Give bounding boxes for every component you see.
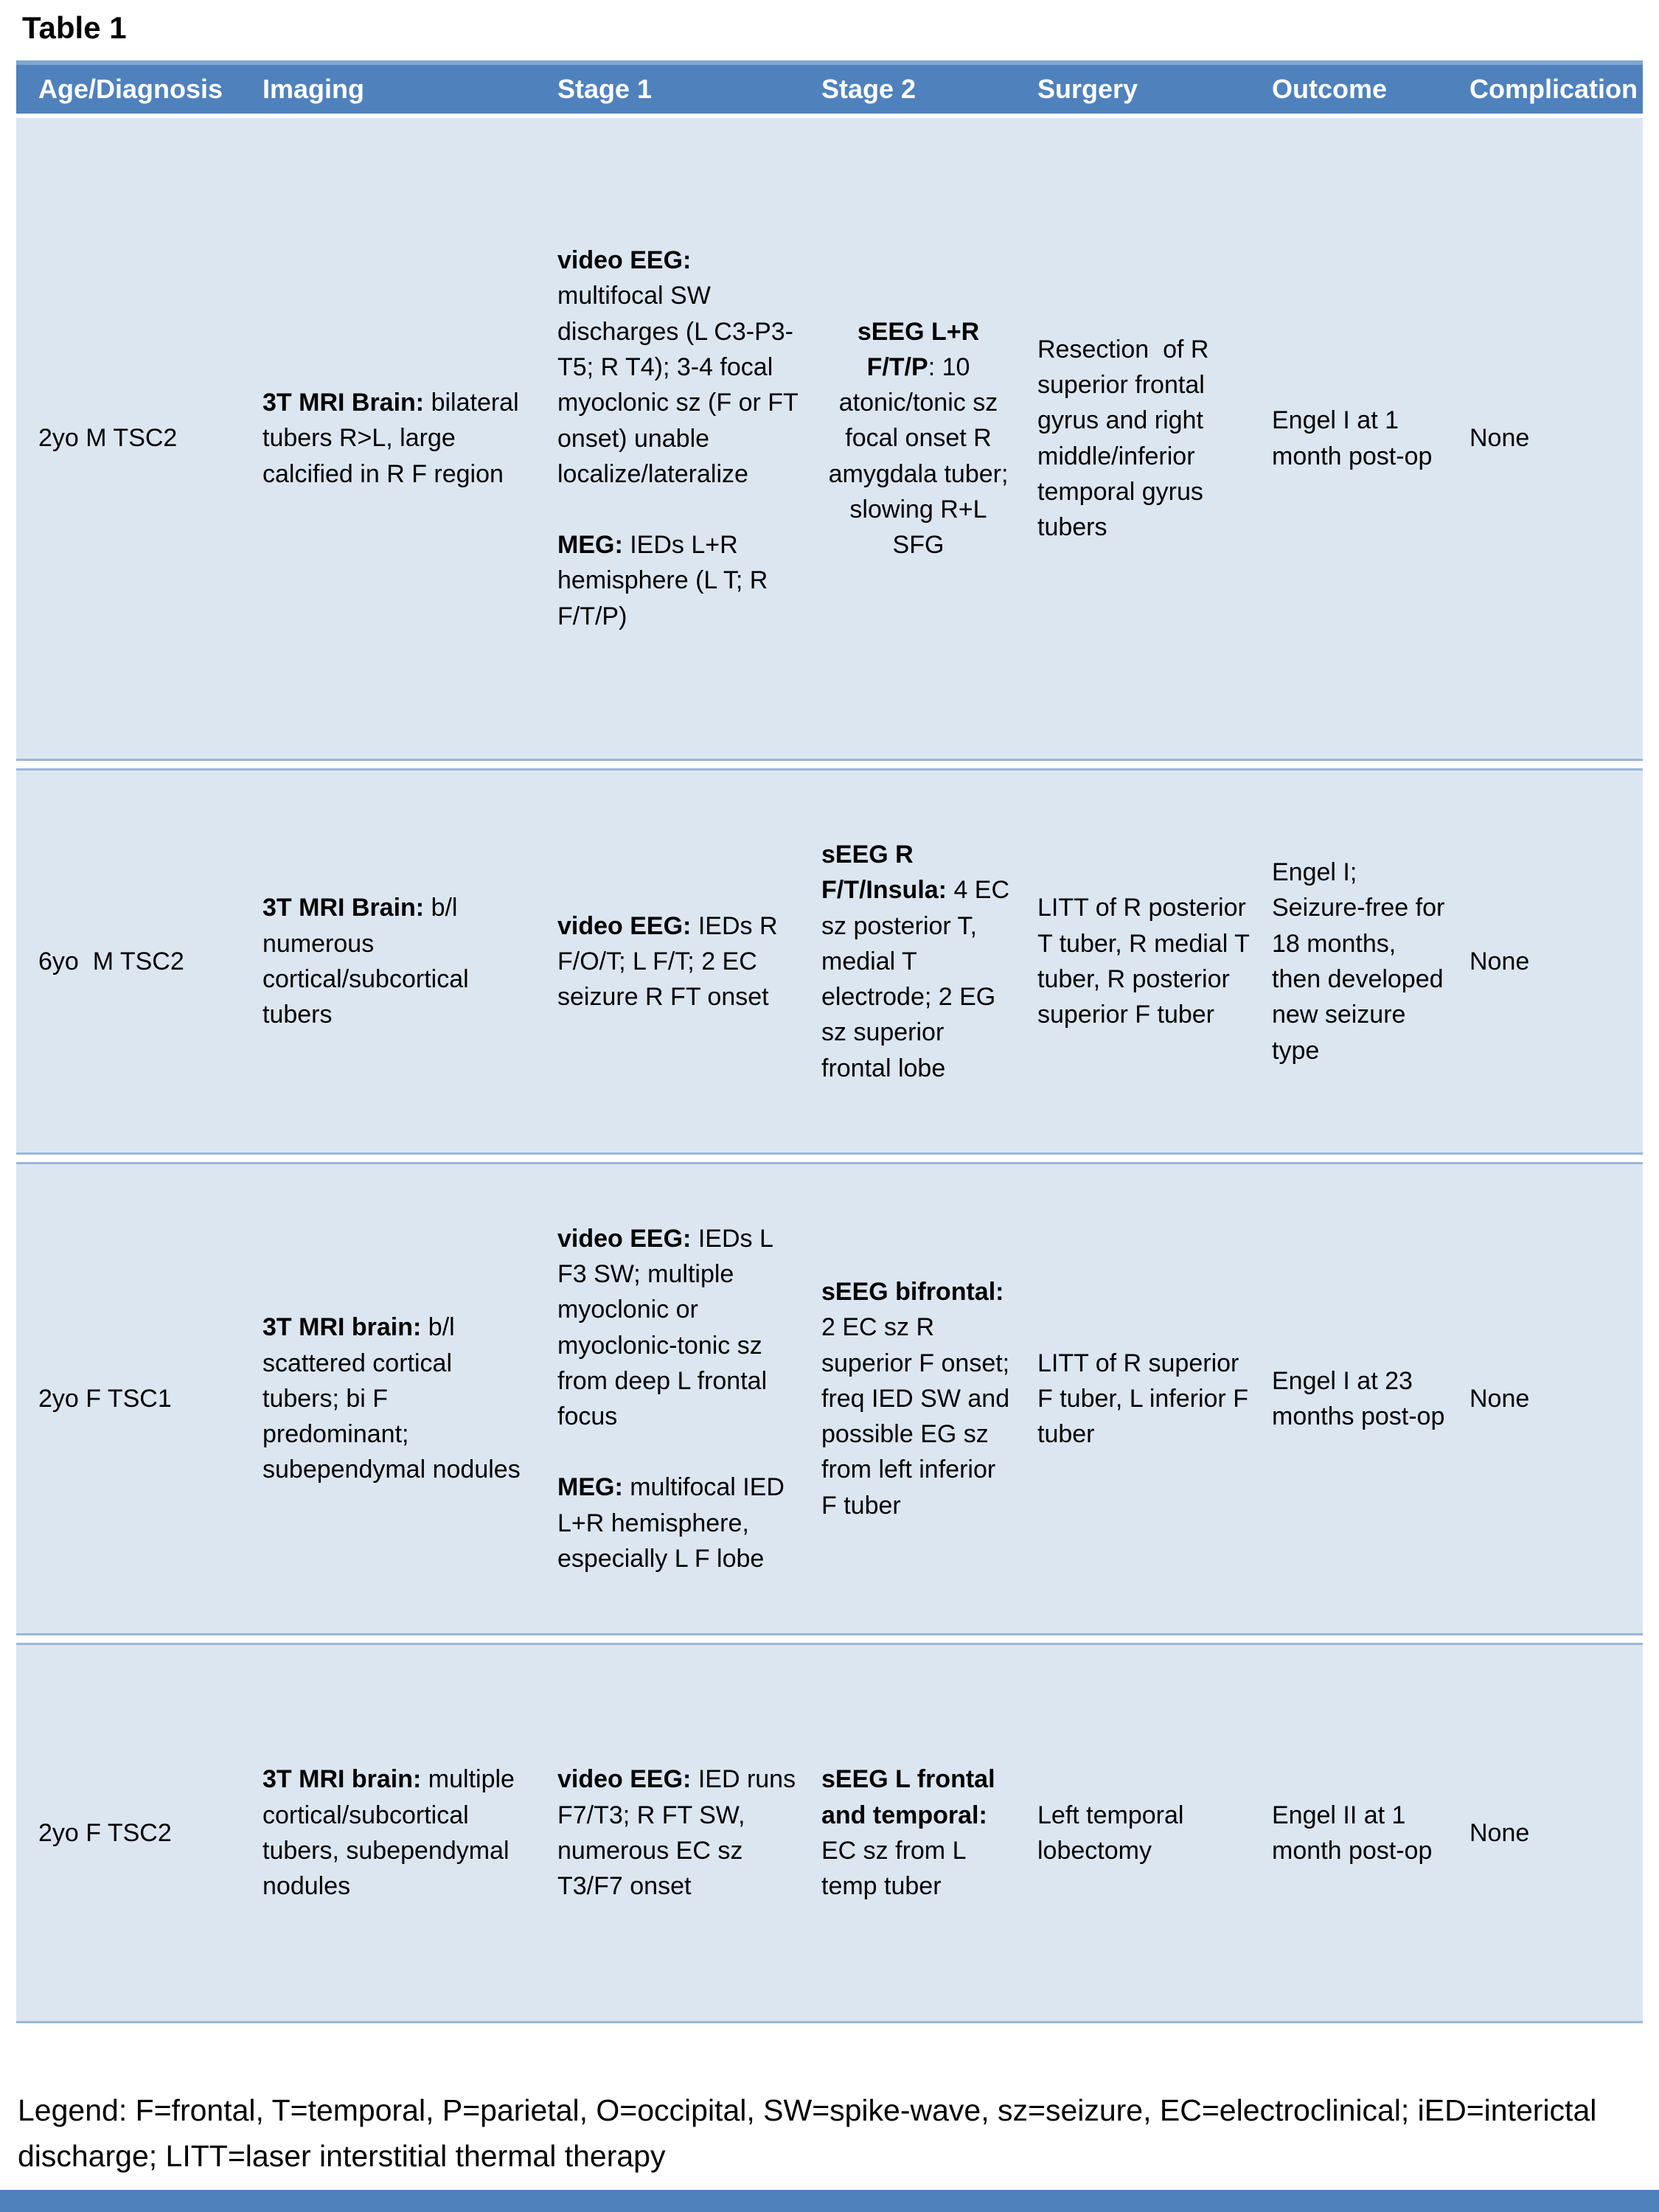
- cell-outcome: Engel I at 23 months post-op: [1272, 1366, 1445, 1430]
- cell-stage1: video EEG: IED runs F7/T3; R FT SW, nume…: [557, 1765, 803, 1901]
- cell-age-diagnosis: 2yo F TSC1: [38, 1384, 172, 1413]
- table-row: 2yo M TSC2 3T MRI Brain: bilateral tuber…: [16, 118, 1643, 761]
- bottom-accent-bar: [0, 2190, 1659, 2212]
- cell-imaging: 3T MRI Brain: b/l numerous cortical/subc…: [262, 894, 476, 1029]
- table-title: Table 1: [22, 10, 127, 45]
- col-header-stage2: Stage 2: [821, 74, 917, 104]
- cell-complication: None: [1470, 1818, 1530, 1847]
- cell-surgery: Resection of R superior frontal gyrus an…: [1037, 335, 1216, 542]
- cell-imaging: 3T MRI brain: multiple cortical/subcorti…: [262, 1765, 522, 1901]
- cell-stage2: sEEG R F/T/Insula: 4 EC sz posterior T, …: [821, 841, 1017, 1082]
- cell-outcome: Engel I at 1 month post-op: [1272, 406, 1433, 470]
- col-header-complication: Complication: [1470, 74, 1638, 104]
- table-header-row: Age/Diagnosis Imaging Stage 1 Stage 2 Su…: [16, 60, 1643, 114]
- col-header-stage1: Stage 1: [557, 74, 653, 104]
- cell-complication: None: [1470, 424, 1530, 453]
- table-row: 6yo M TSC2 3T MRI Brain: b/l numerous co…: [16, 768, 1643, 1155]
- table-legend: Legend: F=frontal, T=temporal, P=parieta…: [18, 2093, 1605, 2173]
- cell-age-diagnosis: 6yo M TSC2: [38, 947, 184, 975]
- cell-surgery: LITT of R superior F tuber, L inferior F…: [1037, 1349, 1256, 1449]
- cell-imaging: 3T MRI Brain: bilateral tubers R>L, larg…: [262, 389, 526, 488]
- table-row: 2yo F TSC2 3T MRI brain: multiple cortic…: [16, 1643, 1643, 2023]
- cell-complication: None: [1470, 947, 1530, 975]
- cell-stage1: video EEG: multifocal SW discharges (L C…: [557, 246, 805, 630]
- data-table: Age/Diagnosis Imaging Stage 1 Stage 2 Su…: [16, 60, 1643, 2023]
- col-header-surgery: Surgery: [1037, 74, 1138, 104]
- cell-imaging: 3T MRI brain: b/l scattered cortical tub…: [262, 1313, 521, 1484]
- cell-surgery: LITT of R posterior T tuber, R medial T …: [1037, 894, 1256, 1029]
- page: Table 1 Age/Diagnosis Imaging Stage 1 St…: [16, 7, 1643, 2179]
- col-header-imaging: Imaging: [262, 74, 365, 104]
- table-row: 2yo F TSC1 3T MRI brain: b/l scattered c…: [16, 1162, 1643, 1635]
- cell-age-diagnosis: 2yo F TSC2: [38, 1818, 172, 1847]
- cell-stage2: sEEG bifrontal: 2 EC sz R superior F ons…: [821, 1278, 1017, 1520]
- col-header-outcome: Outcome: [1272, 74, 1388, 104]
- cell-age-diagnosis: 2yo M TSC2: [38, 424, 178, 453]
- cell-surgery: Left temporal lobectomy: [1037, 1801, 1191, 1865]
- col-header-age-diagnosis: Age/Diagnosis: [38, 74, 223, 104]
- cell-stage1: video EEG: IEDs R F/O/T; L F/T; 2 EC sei…: [557, 911, 785, 1012]
- cell-stage2: sEEG L frontal and temporal: EC sz from …: [821, 1765, 1002, 1901]
- cell-outcome: Engel II at 1 month post-op: [1272, 1801, 1433, 1865]
- cell-outcome: Engel I; Seizure-free for 18 months, the…: [1272, 858, 1452, 1065]
- cell-stage1: video EEG: IEDs L F3 SW; multiple myoclo…: [557, 1224, 792, 1573]
- cell-complication: None: [1470, 1384, 1530, 1413]
- cell-stage2: sEEG L+R F/T/P: 10 atonic/tonic sz focal…: [828, 317, 1015, 560]
